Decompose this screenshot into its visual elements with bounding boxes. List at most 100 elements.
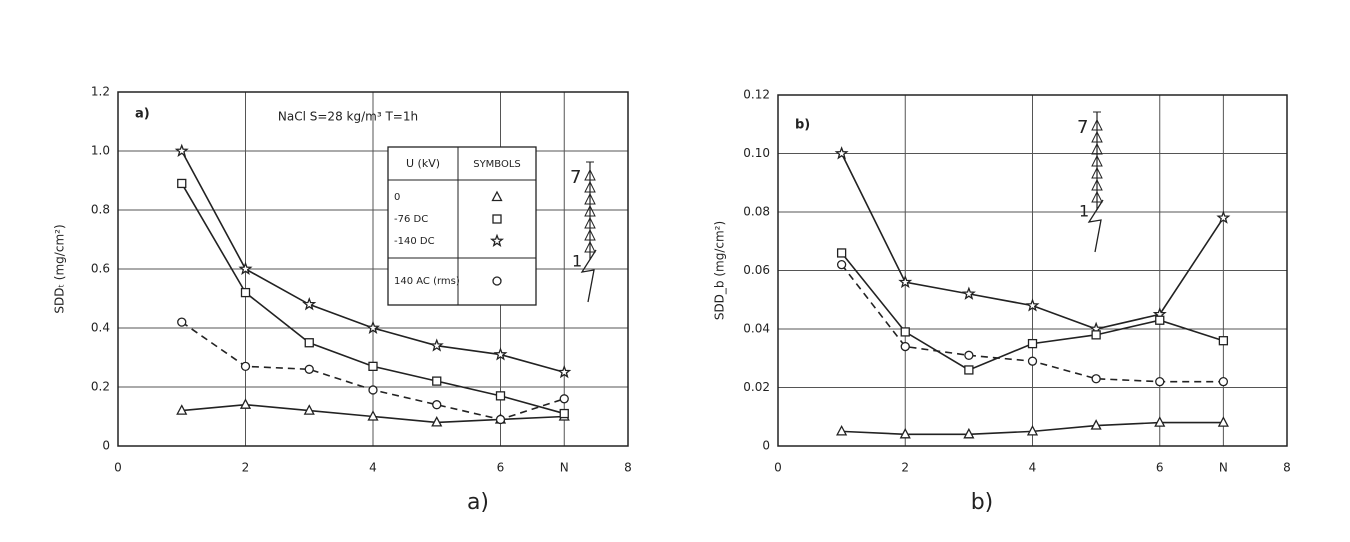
x-tick-label: 0 xyxy=(774,461,782,475)
insulator-disc xyxy=(1091,142,1103,155)
marker xyxy=(489,233,505,247)
y-tick-label: 0.10 xyxy=(743,146,770,160)
x-tick-label: 8 xyxy=(1283,461,1291,475)
annotation: NaCl S=28 kg/m³ T=1h xyxy=(278,110,418,124)
y-axis-label: SDDₜ (mg/cm²) xyxy=(53,224,67,313)
plot-frame xyxy=(117,91,629,447)
caption: a) xyxy=(467,490,489,515)
marker xyxy=(1026,424,1039,436)
y-tick-label: 0.04 xyxy=(743,322,770,336)
insulator-disc xyxy=(584,228,596,241)
insulator-disc xyxy=(584,192,596,205)
marker xyxy=(492,276,502,286)
insulator-disc xyxy=(1091,118,1103,131)
marker xyxy=(367,410,379,421)
plot-frame xyxy=(777,94,1288,447)
insulator-disc xyxy=(584,204,596,217)
legend-header: SYMBOLS xyxy=(473,159,521,170)
x-tick-label: 0 xyxy=(114,461,122,475)
x-tick-label: 6 xyxy=(497,461,505,475)
insulator-disc xyxy=(1091,178,1103,191)
insulator-disc xyxy=(584,240,596,253)
marker xyxy=(431,416,443,427)
marker xyxy=(432,400,442,410)
string-bottom-label: 1 xyxy=(572,252,582,271)
marker xyxy=(429,338,444,352)
insulator-disc xyxy=(1091,166,1103,179)
marker xyxy=(491,190,503,202)
marker xyxy=(961,286,976,300)
y-tick-label: 0.08 xyxy=(743,205,770,219)
legend-header: U (kV) xyxy=(406,157,440,170)
y-tick-label: 0.02 xyxy=(743,380,770,394)
marker xyxy=(1155,315,1165,325)
legend-box xyxy=(387,146,537,306)
x-tick-label: 4 xyxy=(1029,461,1037,475)
string-bottom-label: 1 xyxy=(1079,202,1089,221)
marker xyxy=(176,404,188,415)
insulator-disc xyxy=(1091,130,1103,143)
marker xyxy=(177,178,187,189)
marker xyxy=(900,327,910,337)
y-tick-label: 0.12 xyxy=(743,88,770,102)
marker xyxy=(964,350,974,360)
marker xyxy=(302,297,317,311)
y-tick-label: 0 xyxy=(102,439,110,453)
marker xyxy=(240,287,251,298)
marker xyxy=(557,364,572,379)
y-tick-label: 1.2 xyxy=(91,85,110,99)
insulator-string: 71 xyxy=(570,161,597,303)
x-tick-label: 4 xyxy=(369,461,377,475)
ground-symbol xyxy=(580,249,597,303)
marker xyxy=(368,385,378,395)
marker xyxy=(1090,419,1102,430)
marker xyxy=(1027,338,1038,349)
y-tick-label: 0.8 xyxy=(91,203,110,217)
x-tick-label: N xyxy=(560,461,569,475)
marker xyxy=(963,427,975,439)
marker xyxy=(239,398,252,409)
marker xyxy=(365,320,381,334)
marker xyxy=(1091,374,1101,384)
marker xyxy=(899,427,911,439)
marker xyxy=(303,404,315,415)
marker xyxy=(964,365,974,375)
legend-label: 140 AC (rms) xyxy=(394,276,460,287)
marker xyxy=(1155,376,1165,387)
marker xyxy=(493,347,508,361)
marker xyxy=(900,341,910,352)
y-tick-label: 0.4 xyxy=(91,321,110,335)
string-top-label: 7 xyxy=(570,167,581,188)
marker xyxy=(1154,416,1166,427)
ground-symbol xyxy=(1087,199,1104,253)
insulator-disc xyxy=(584,216,596,229)
x-tick-label: 2 xyxy=(901,461,909,475)
marker xyxy=(898,274,913,289)
string-top-label: 7 xyxy=(1077,117,1088,138)
marker xyxy=(1217,416,1229,427)
y-tick-label: 0.2 xyxy=(91,380,110,394)
marker xyxy=(495,391,506,401)
insulator-disc xyxy=(1091,154,1103,167)
legend-label: 0 xyxy=(394,192,400,203)
marker xyxy=(492,214,502,224)
y-tick-label: 0 xyxy=(762,439,770,453)
x-tick-label: N xyxy=(1219,461,1228,475)
insulator-string: 71 xyxy=(1077,111,1104,253)
insulator-disc xyxy=(584,168,596,181)
insulator-disc xyxy=(584,180,596,193)
y-tick-label: 0.6 xyxy=(91,262,110,276)
marker xyxy=(304,364,314,374)
marker xyxy=(177,317,187,327)
marker xyxy=(1027,356,1038,366)
x-tick-label: 8 xyxy=(624,461,632,475)
marker xyxy=(1025,298,1040,312)
caption: b) xyxy=(971,490,994,515)
marker xyxy=(836,248,847,258)
marker xyxy=(559,394,569,404)
legend: U (kV) SYMBOLS 0 -76 DC -140 DC 140 AC (rms) xyxy=(387,146,537,306)
marker xyxy=(1091,330,1101,340)
marker xyxy=(368,361,378,372)
y-tick-label: 1.0 xyxy=(91,144,110,158)
